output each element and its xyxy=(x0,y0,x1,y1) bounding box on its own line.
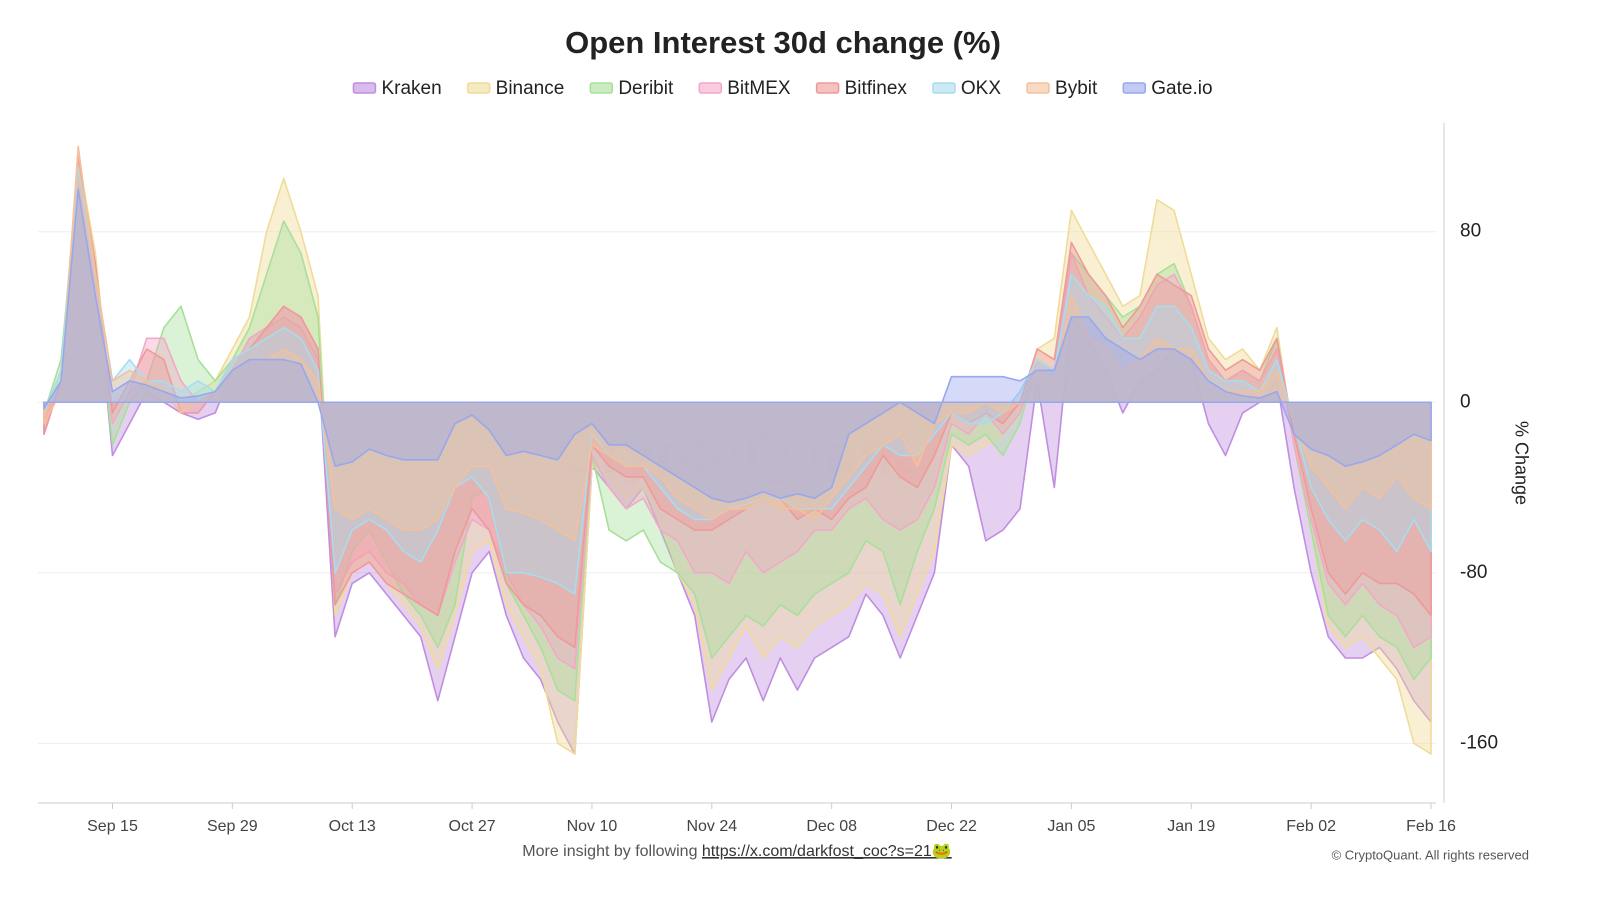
area xyxy=(43,156,1432,755)
legend-swatch xyxy=(698,82,722,94)
area xyxy=(43,167,1432,595)
x-tick-label: Jan 19 xyxy=(1167,818,1215,835)
x-tick-label: Jan 05 xyxy=(1047,818,1095,835)
x-tick-label: Sep 15 xyxy=(87,818,138,835)
x-tick-label: Feb 16 xyxy=(1406,818,1456,835)
legend-label: Kraken xyxy=(381,78,441,99)
y-tick-label: 80 xyxy=(1460,221,1481,242)
x-tick-label: Sep 29 xyxy=(207,818,258,835)
x-tick-label: Dec 22 xyxy=(926,818,977,835)
legend-label: BitMEX xyxy=(727,78,791,99)
x-tick-label: Oct 27 xyxy=(449,818,496,835)
y-axis-title: % Change xyxy=(1511,421,1531,505)
plot xyxy=(38,145,1436,755)
legend-label: Gate.io xyxy=(1151,78,1212,99)
y-tick-label: 0 xyxy=(1460,391,1471,412)
legend-label: Deribit xyxy=(618,78,674,99)
legend-swatch xyxy=(1122,82,1147,94)
x-tick-label: Feb 02 xyxy=(1286,818,1336,835)
legend-swatch xyxy=(1026,82,1050,94)
x-tick-label: Dec 08 xyxy=(806,818,857,835)
legend-label: OKX xyxy=(961,78,1001,99)
area xyxy=(43,188,1432,504)
credit: © CryptoQuant. All rights reserved xyxy=(1332,847,1529,862)
footer-link[interactable]: https://x.com/darkfost_coc?s=21🐸 xyxy=(702,842,952,860)
chart-title: Open Interest 30d change (%) xyxy=(565,25,1001,60)
y-tick-label: -160 xyxy=(1460,732,1498,753)
legend-swatch xyxy=(352,82,377,94)
y-tick-label: -80 xyxy=(1460,562,1487,583)
x-tick-label: Nov 10 xyxy=(567,818,618,835)
legend-label: Binance xyxy=(496,78,565,99)
legend-label: Bybit xyxy=(1055,78,1098,99)
x-tick-label: Nov 24 xyxy=(686,818,737,835)
legend-swatch xyxy=(815,82,840,94)
footer: More insight by following https://x.com/… xyxy=(522,842,951,860)
legend-swatch xyxy=(932,82,956,94)
x-tick-label: Oct 13 xyxy=(329,818,376,835)
legend-label: Bitfinex xyxy=(845,78,908,99)
legend-swatch xyxy=(466,82,491,94)
footer-text: More insight by following xyxy=(522,843,702,860)
legend: Kraken Binance Deribit BitMEX Bitfinex OKX Byb… xyxy=(352,78,1213,99)
legend-swatch xyxy=(589,82,614,94)
